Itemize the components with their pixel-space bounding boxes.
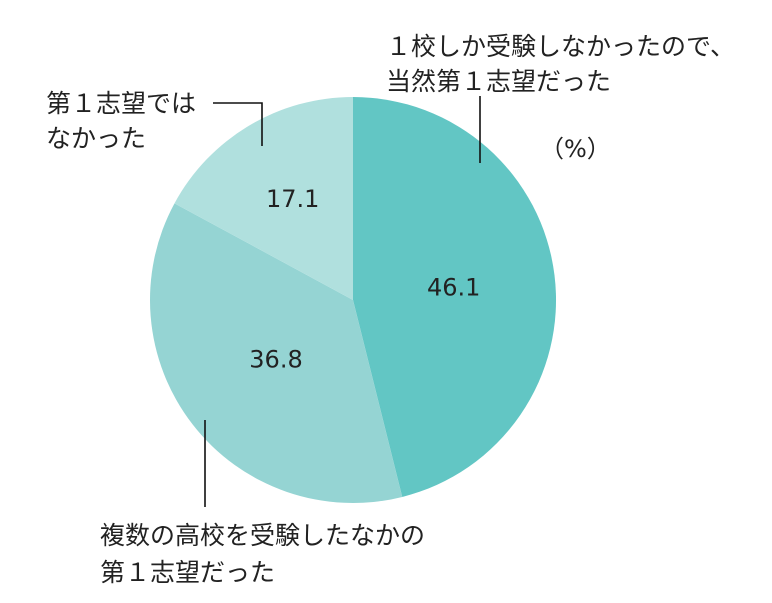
slice-1-label-line-2: 当然第１志望だった <box>386 67 611 96</box>
unit-label: （%） <box>540 135 611 163</box>
pie-slice-3 <box>174 97 353 300</box>
pie-value-label-2: 36.8 <box>249 346 302 374</box>
leader-line-slice-3 <box>213 102 263 146</box>
slice-2-label-line-2: 第１志望だった <box>100 558 275 587</box>
pie-value-label-1: 46.1 <box>427 274 480 302</box>
pie-slices <box>149 96 557 504</box>
pie-slice-1 <box>353 96 557 497</box>
slice-2-label-line-1: 複数の高校を受験したなかの <box>100 521 425 550</box>
pie-value-labels: 46.1 36.8 17.1 <box>249 185 480 374</box>
slice-1-label-line-1: １校しか受験しなかったので、 <box>386 32 735 61</box>
pie-slice-2 <box>149 203 403 504</box>
pie-value-label-3: 17.1 <box>266 185 319 213</box>
slice-3-label-line-2: なかった <box>46 124 146 153</box>
slice-3-label-line-1: 第１志望では <box>46 89 196 118</box>
